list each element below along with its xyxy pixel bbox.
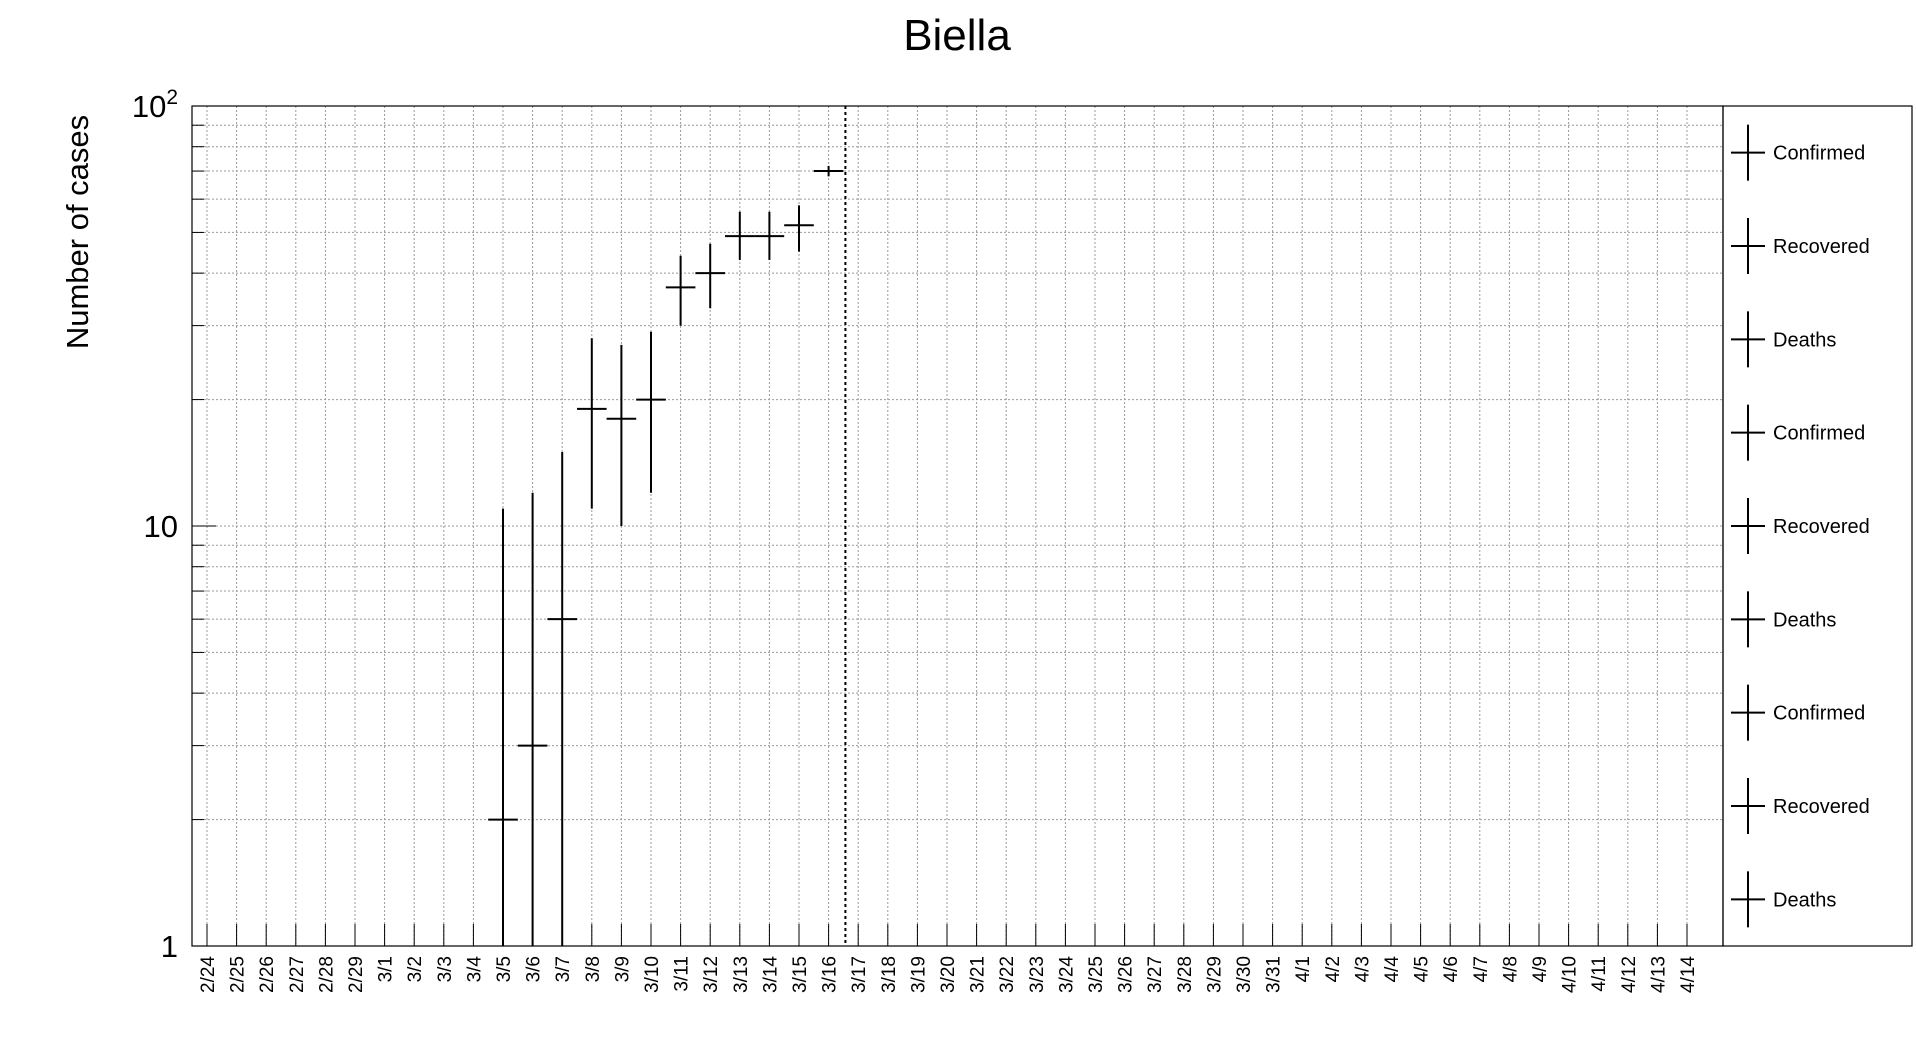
data-point bbox=[606, 344, 637, 526]
x-tick-label: 4/2 bbox=[1323, 956, 1344, 982]
legend-label: Recovered bbox=[1773, 236, 1870, 258]
x-tick-label: 4/11 bbox=[1589, 956, 1610, 992]
data-point bbox=[725, 211, 755, 260]
x-tick-label: 4/14 bbox=[1678, 956, 1699, 993]
x-tick-label: 4/4 bbox=[1382, 956, 1403, 983]
legend-entry: Deaths bbox=[1731, 871, 1836, 928]
x-tick-label: 3/14 bbox=[760, 956, 781, 993]
x-tick-label: 3/3 bbox=[435, 956, 456, 982]
x-tick-label: 4/9 bbox=[1530, 956, 1551, 982]
legend-entry: Recovered bbox=[1731, 218, 1870, 274]
x-tick-label: 3/15 bbox=[790, 956, 811, 993]
x-tick-label: 2/27 bbox=[287, 956, 308, 993]
x-tick-label: 3/28 bbox=[1175, 956, 1196, 993]
data-point bbox=[695, 243, 725, 309]
legend-label: Recovered bbox=[1773, 796, 1870, 818]
data-point bbox=[813, 165, 844, 177]
legend-entry: Deaths bbox=[1731, 591, 1836, 648]
data-point bbox=[577, 338, 607, 509]
x-tick-label: 3/8 bbox=[583, 956, 604, 982]
legend-label: Confirmed bbox=[1773, 703, 1865, 725]
x-tick-label: 4/8 bbox=[1500, 956, 1521, 982]
x-tick-label: 2/29 bbox=[346, 956, 367, 993]
legend-label: Deaths bbox=[1773, 889, 1836, 911]
y-tick-label: 10 bbox=[144, 509, 178, 544]
x-tick-label: 3/19 bbox=[908, 956, 929, 993]
data-point bbox=[517, 492, 548, 946]
x-tick-label: 3/9 bbox=[612, 956, 633, 982]
x-tick-label: 3/10 bbox=[642, 956, 663, 993]
data-point bbox=[754, 211, 785, 260]
x-tick-label: 3/20 bbox=[938, 956, 959, 993]
y-axis: 1 10 102 bbox=[132, 86, 216, 964]
x-tick-label: 3/18 bbox=[879, 956, 900, 993]
x-tick-label: 3/6 bbox=[524, 956, 545, 982]
data-point bbox=[636, 331, 666, 493]
x-tick-label: 4/6 bbox=[1441, 956, 1462, 982]
x-tick-label: 3/1 bbox=[376, 956, 397, 982]
legend-entry: Confirmed bbox=[1731, 684, 1865, 741]
legend-label: Recovered bbox=[1773, 516, 1870, 538]
x-tick-label: 4/3 bbox=[1352, 956, 1373, 982]
x-tick-label: 3/27 bbox=[1145, 956, 1166, 993]
x-tick-label: 3/16 bbox=[820, 956, 841, 993]
legend-label: Deaths bbox=[1773, 609, 1836, 631]
legend-entry: Recovered bbox=[1731, 778, 1870, 834]
legend: Confirmed Recovered Deaths Confirmed Recover… bbox=[1722, 105, 1913, 947]
legend-box bbox=[1722, 105, 1913, 947]
y-axis-label: Number of cases bbox=[60, 115, 95, 349]
legend-label: Deaths bbox=[1773, 329, 1836, 351]
x-tick-label: 3/31 bbox=[1264, 956, 1285, 993]
x-tick-label: 4/13 bbox=[1648, 956, 1669, 993]
x-tick-label: 3/25 bbox=[1086, 956, 1107, 993]
x-tick-label: 4/10 bbox=[1560, 956, 1581, 993]
x-tick-label: 3/2 bbox=[405, 956, 426, 982]
x-tick-label: 3/23 bbox=[1027, 956, 1048, 993]
x-tick-label: 3/26 bbox=[1116, 956, 1137, 993]
chart-title: Biella bbox=[903, 11, 1011, 60]
data-points bbox=[488, 165, 844, 946]
x-tick-label: 3/4 bbox=[464, 956, 485, 983]
y-tick-label: 1 bbox=[161, 929, 178, 964]
data-point bbox=[488, 508, 518, 946]
legend-entry: Recovered bbox=[1731, 498, 1870, 554]
x-tick-label: 4/7 bbox=[1471, 956, 1492, 982]
x-axis: 2/24 2/25 2/26 2/27 2/28 2/29 3/1 3/2 3/3 3/4 3/5 3… bbox=[198, 924, 1699, 993]
legend-entry: Deaths bbox=[1731, 311, 1836, 368]
x-tick-label: 3/22 bbox=[997, 956, 1018, 993]
x-tick-label: 2/26 bbox=[257, 956, 278, 993]
x-tick-label: 3/13 bbox=[731, 956, 752, 993]
x-tick-label: 3/5 bbox=[494, 956, 515, 982]
x-tick-label: 3/11 bbox=[672, 956, 693, 992]
x-tick-label: 3/30 bbox=[1234, 956, 1255, 993]
data-point bbox=[547, 452, 577, 946]
y-tick-label: 102 bbox=[132, 86, 178, 124]
x-tick-label: 2/24 bbox=[198, 956, 219, 993]
data-point bbox=[665, 255, 696, 326]
x-tick-label: 3/21 bbox=[968, 956, 989, 993]
legend-entry: Confirmed bbox=[1731, 404, 1865, 461]
x-tick-label: 2/28 bbox=[316, 956, 337, 993]
x-tick-label: 3/17 bbox=[849, 956, 870, 993]
legend-label: Confirmed bbox=[1773, 143, 1865, 165]
x-tick-label: 4/1 bbox=[1293, 956, 1314, 982]
x-tick-label: 4/12 bbox=[1619, 956, 1640, 993]
grid-lines bbox=[192, 106, 1723, 946]
x-tick-label: 2/25 bbox=[228, 956, 249, 993]
x-tick-label: 3/24 bbox=[1056, 956, 1077, 993]
x-tick-label: 4/5 bbox=[1412, 956, 1433, 982]
data-point bbox=[784, 205, 814, 252]
legend-entry: Confirmed bbox=[1731, 124, 1865, 181]
x-tick-label: 3/12 bbox=[701, 956, 722, 993]
x-tick-label: 3/7 bbox=[553, 956, 574, 982]
legend-label: Confirmed bbox=[1773, 423, 1865, 445]
x-tick-label: 3/29 bbox=[1204, 956, 1225, 993]
